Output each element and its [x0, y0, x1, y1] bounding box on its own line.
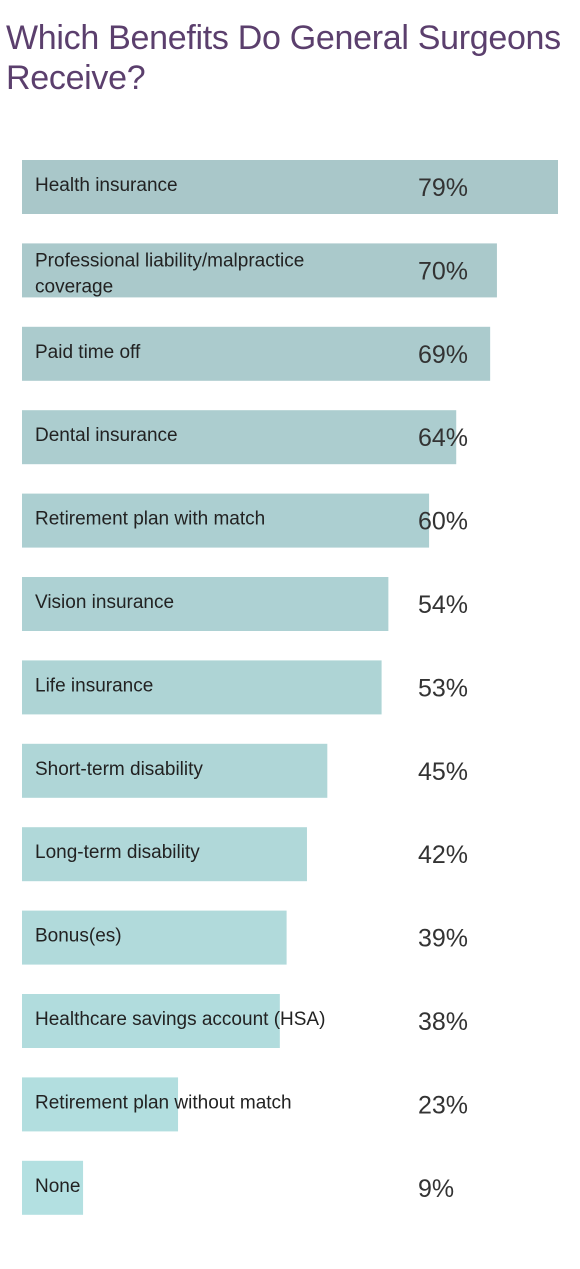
value-label-bonus-es: 39%	[418, 925, 468, 953]
bar-row-retirement-plan-without-match: Retirement plan without match 23%	[22, 1077, 468, 1132]
bar-label-vision-insurance: Vision insurance	[35, 592, 174, 613]
value-label-none: 9%	[418, 1175, 454, 1203]
bar-row-none: None 9%	[22, 1160, 454, 1215]
bar-label-none: None	[35, 1176, 80, 1197]
bar-label-paid-time-off: Paid time off	[35, 342, 141, 363]
bar-row-health-insurance: Health insurance 79%	[22, 160, 558, 214]
bar-short-term-disability	[22, 743, 328, 798]
value-label-life-insurance: 53%	[418, 674, 468, 702]
bar-row-paid-time-off: Paid time off 69%	[22, 326, 491, 381]
bar-retirement-plan-with-match	[22, 493, 430, 548]
bar-row-professional-liability-malpractice-coverage: Professional liability/malpractice covera…	[22, 243, 497, 298]
bar-label-short-term-disability: Short-term disability	[35, 759, 203, 780]
value-label-dental-insurance: 64%	[418, 424, 468, 452]
value-label-retirement-plan-with-match: 60%	[418, 508, 468, 536]
value-label-paid-time-off: 69%	[418, 341, 468, 369]
bar-label-retirement-plan-without-match: Retirement plan without match	[35, 1092, 292, 1113]
bar-row-vision-insurance: Vision insurance 54%	[22, 577, 468, 631]
bar-label-retirement-plan-with-match: Retirement plan with match	[35, 509, 265, 530]
bar-healthcare-savings-account-hsa	[22, 994, 280, 1048]
bar-professional-liability-malpractice-coverage	[22, 243, 497, 298]
value-label-professional-liability-malpractice-coverage: 70%	[418, 257, 468, 285]
chart-title: Which Benefits Do General Surgeons Recei…	[6, 19, 561, 97]
bar-row-life-insurance: Life insurance 53%	[22, 660, 468, 715]
bar-label-bonus-es: Bonus(es)	[35, 926, 122, 947]
bar-row-dental-insurance: Dental insurance 64%	[22, 410, 468, 465]
bar-row-long-term-disability: Long-term disability 42%	[22, 827, 468, 882]
bar-paid-time-off	[22, 326, 491, 381]
bar-retirement-plan-without-match	[22, 1077, 179, 1132]
bar-bonus-es	[22, 910, 287, 965]
value-label-retirement-plan-without-match: 23%	[418, 1091, 468, 1119]
bar-long-term-disability	[22, 827, 307, 882]
bar-vision-insurance	[22, 577, 389, 631]
value-label-healthcare-savings-account-hsa: 38%	[418, 1008, 468, 1036]
value-label-health-insurance: 79%	[418, 174, 468, 202]
bar-health-insurance	[22, 160, 558, 214]
bar-none	[22, 1160, 84, 1215]
bar-label-life-insurance: Life insurance	[35, 675, 153, 696]
bar-label-long-term-disability: Long-term disability	[35, 842, 200, 863]
bar-row-short-term-disability: Short-term disability 45%	[22, 743, 468, 798]
bar-label-health-insurance: Health insurance	[35, 175, 178, 196]
bar-row-healthcare-savings-account-hsa: Healthcare savings account (HSA) 38%	[22, 994, 468, 1048]
bar-row-retirement-plan-with-match: Retirement plan with match 60%	[22, 493, 468, 548]
bar-label-healthcare-savings-account-hsa: Healthcare savings account (HSA)	[35, 1009, 325, 1030]
value-label-vision-insurance: 54%	[418, 591, 468, 619]
value-label-short-term-disability: 45%	[418, 758, 468, 786]
bar-label-dental-insurance: Dental insurance	[35, 425, 178, 446]
bar-row-bonus-es: Bonus(es) 39%	[22, 910, 468, 965]
bar-label-professional-liability-malpractice-coverage: Professional liability/malpractice covera…	[35, 250, 304, 297]
value-label-long-term-disability: 42%	[418, 841, 468, 869]
bar-dental-insurance	[22, 410, 457, 465]
bar-life-insurance	[22, 660, 382, 715]
